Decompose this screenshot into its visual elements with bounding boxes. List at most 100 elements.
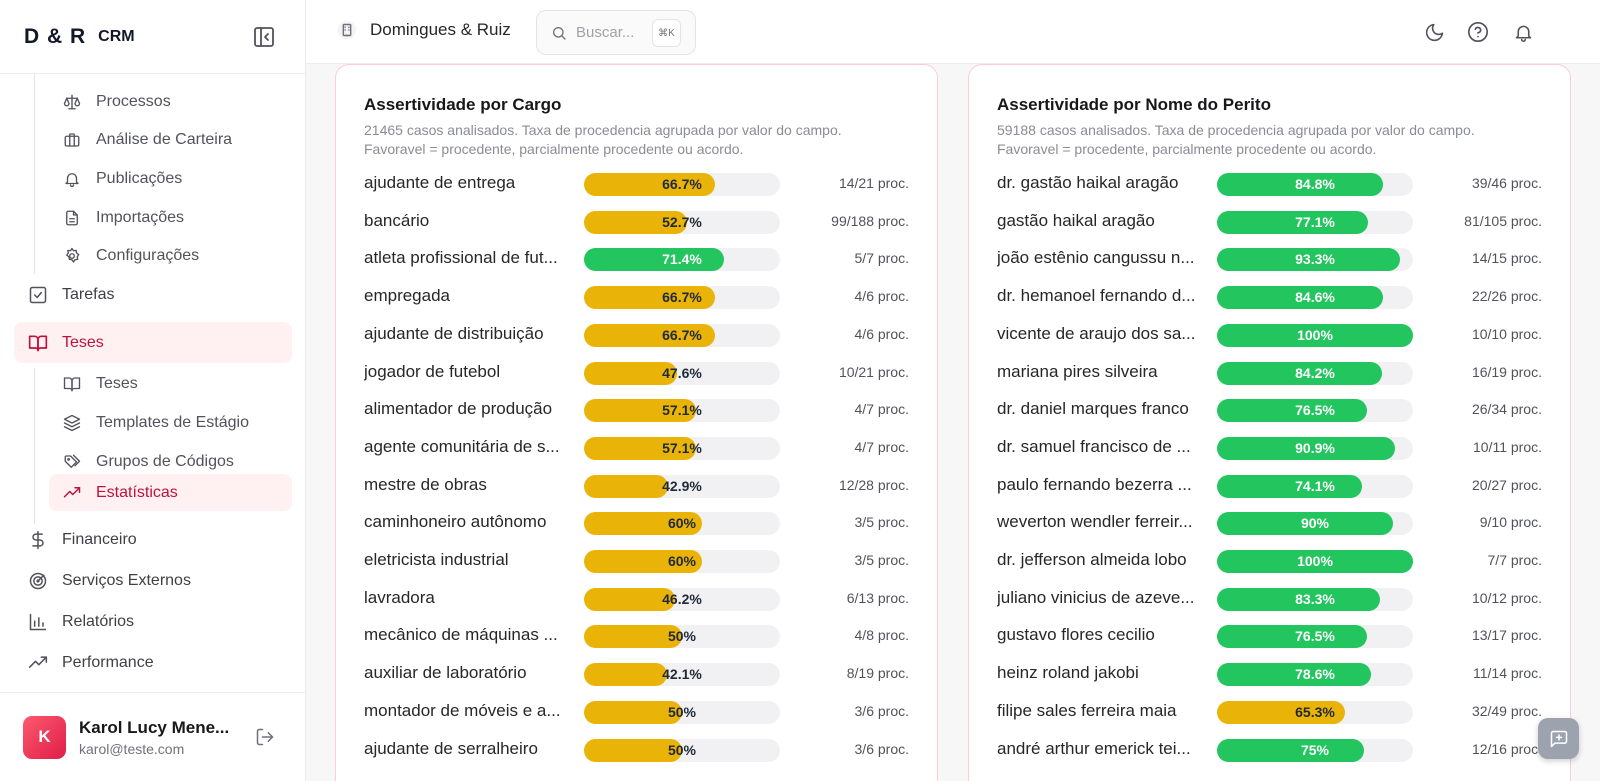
bell-icon: [62, 169, 82, 189]
sidebar-item-estatisticas[interactable]: Estatísticas: [49, 474, 292, 511]
stat-row: jogador de futebol 47.6% 10/21 proc.: [336, 356, 937, 393]
stat-row: weverton wendler ferreir... 90% 9/10 proc.: [969, 506, 1570, 543]
stat-bar-track: 77.1%: [1217, 210, 1413, 234]
stat-percentage: 77.1%: [1295, 213, 1335, 230]
stat-percentage: 76.5%: [1295, 402, 1335, 419]
sidebar-item-analise-carteira[interactable]: Análise de Carteira: [62, 122, 232, 158]
search-input[interactable]: [576, 24, 656, 41]
stat-count: 11/14 proc.: [1472, 665, 1542, 682]
stat-percentage: 84.8%: [1295, 176, 1335, 192]
feedback-button[interactable]: [1538, 718, 1579, 759]
sidebar-item-servicos-externos[interactable]: Serviços Externos: [28, 562, 191, 600]
stat-row-label: caminhoneiro autônomo: [364, 512, 547, 532]
stat-row-label: dr. daniel marques franco: [997, 399, 1189, 419]
stat-percentage: 90%: [1300, 515, 1330, 532]
stat-bar-track: 75%: [1217, 738, 1413, 762]
stat-count: 14/15 proc.: [1471, 250, 1542, 267]
sidebar-item-label: Tarefas: [62, 286, 115, 303]
stat-bar-fill: [1217, 512, 1394, 536]
stat-row-label: gastão haikal aragão: [997, 210, 1155, 230]
sidebar-item-teses-list[interactable]: Teses: [62, 366, 138, 402]
stat-count: 32/49 proc.: [1471, 702, 1542, 719]
stat-bar-track: 100%: [1217, 323, 1413, 347]
brand-bar: D & R CRM: [0, 0, 305, 74]
stat-row: lavradora 46.2% 6/13 proc.: [336, 582, 937, 619]
stat-bar-fill: [1217, 550, 1413, 573]
sidebar-item-relatorios[interactable]: Relatórios: [28, 603, 134, 641]
stat-row: vicente de araujo dos sa... 100% 10/10 pro…: [969, 318, 1570, 355]
stat-count: 4/6 proc.: [854, 325, 909, 342]
stat-count: 22/26 proc.: [1471, 288, 1542, 305]
stat-row-label: mestre de obras: [364, 474, 487, 494]
stat-bar-fill: [1217, 738, 1364, 762]
sidebar-nav: Processos Análise de Carteira Publicaçõe…: [0, 74, 305, 692]
stat-bar-track: 93.3%: [1217, 248, 1413, 272]
stat-bar-fill: [1217, 700, 1345, 724]
sidebar-item-financeiro[interactable]: Financeiro: [28, 521, 137, 559]
stat-row-label: filipe sales ferreira maia: [997, 700, 1177, 720]
stat-row-label: dr. jefferson almeida lobo: [997, 550, 1187, 569]
theme-toggle-button[interactable]: [1422, 20, 1446, 44]
book-icon: [62, 374, 82, 394]
avatar[interactable]: K: [23, 715, 66, 759]
stat-percentage: 66.7%: [662, 176, 702, 192]
notifications-button[interactable]: [1511, 20, 1535, 44]
stat-percentage: 84.6%: [1295, 289, 1335, 306]
stat-row: caminhoneiro autônomo 60% 3/5 proc.: [336, 506, 937, 543]
stat-bar-track: 52.7%: [584, 210, 780, 234]
stat-bar-fill: [584, 399, 696, 423]
stat-row: andré arthur emerick tei... 75% 12/16 proc…: [969, 733, 1570, 770]
check-square-icon: [28, 285, 48, 305]
stat-percentage: 83.3%: [1295, 590, 1335, 607]
sidebar-item-processos[interactable]: Processos: [62, 84, 171, 120]
stat-row: dr. samuel francisco de ... 90.9% 10/11 pr…: [969, 431, 1570, 468]
stat-bar-fill: [584, 663, 667, 687]
shortcut-badge: ⌘K: [652, 19, 681, 47]
stat-count: 14/21 proc.: [838, 175, 909, 191]
stat-count: 4/7 proc.: [854, 401, 909, 418]
search-box[interactable]: ⌘K: [536, 10, 696, 55]
stat-row-label: andré arthur emerick tei...: [997, 738, 1191, 758]
stats-card-cargo: Assertividade por Cargo 21465 casos anal…: [335, 64, 938, 781]
stat-row-label: dr. gastão haikal aragão: [997, 173, 1179, 192]
stat-row-label: empregada: [364, 286, 451, 306]
stat-percentage: 66.7%: [662, 326, 702, 343]
sidebar-item-label: Importações: [96, 209, 185, 226]
logout-button[interactable]: [255, 727, 275, 752]
stat-bar-fill: [584, 286, 715, 310]
stat-percentage: 52.7%: [662, 213, 702, 230]
sidebar-item-tarefas[interactable]: Tarefas: [28, 276, 114, 314]
sidebar-item-teses[interactable]: Teses: [14, 322, 292, 363]
stat-percentage: 78.6%: [1295, 666, 1335, 683]
sidebar-item-label: Publicações: [96, 170, 183, 187]
sidebar-item-configuracoes[interactable]: Configurações: [62, 238, 199, 274]
organization-selector[interactable]: Domingues & Ruiz: [336, 19, 511, 41]
sidebar-collapse-button[interactable]: [251, 24, 277, 50]
stat-row: gustavo flores cecilio 76.5% 13/17 proc.: [969, 619, 1570, 656]
stat-count: 99/188 proc.: [831, 212, 909, 229]
stat-count: 10/10 proc.: [1471, 325, 1542, 342]
sidebar-item-publicacoes[interactable]: Publicações: [62, 161, 182, 197]
scale-icon: [62, 92, 82, 112]
stat-row-label: lavradora: [364, 587, 435, 607]
stat-bar-track: 76.5%: [1217, 399, 1413, 423]
help-button[interactable]: [1466, 20, 1490, 44]
stat-percentage: 71.4%: [662, 251, 702, 268]
sidebar-item-label: Teses: [96, 375, 138, 392]
stat-percentage: 65.3%: [1295, 703, 1335, 720]
panel-left-icon: [254, 27, 274, 47]
stat-row: filipe sales ferreira maia 65.3% 32/49 pro…: [969, 695, 1570, 732]
tags-icon: [62, 452, 82, 472]
log-out-icon: [256, 728, 274, 746]
sidebar-item-label: Relatórios: [62, 613, 135, 630]
stat-percentage: 46.2%: [662, 590, 702, 607]
bell-icon: [1515, 25, 1531, 42]
stat-count: 4/8 proc.: [854, 627, 909, 644]
stat-percentage: 57.1%: [662, 402, 702, 419]
sidebar-item-performance[interactable]: Performance: [28, 644, 154, 682]
sidebar-item-grupos-codigos[interactable]: Grupos de Códigos: [62, 444, 234, 480]
sidebar-item-importacoes[interactable]: Importações: [62, 200, 184, 236]
sidebar-item-templates-estagio[interactable]: Templates de Estágio: [62, 405, 249, 441]
stat-bar-fill: [1217, 210, 1369, 234]
stat-percentage: 50%: [667, 628, 697, 645]
